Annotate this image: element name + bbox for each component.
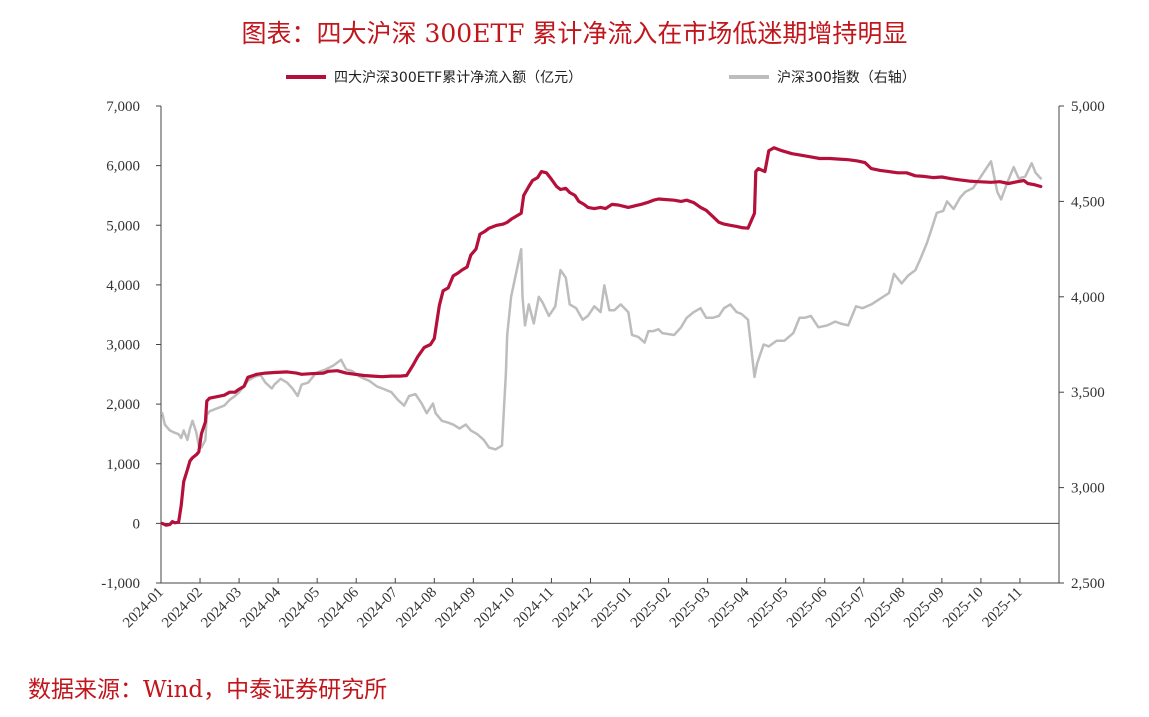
left-tick-label: 5,000 (106, 218, 140, 234)
series-layer (160, 146, 1043, 527)
x-tick-label: 2024-12 (550, 585, 597, 632)
legend-label-flow: 四大沪深300ETF累计净流入额（亿元） (334, 70, 582, 86)
x-tick-label: 2025-07 (823, 584, 870, 631)
left-tick-label: 0 (133, 516, 141, 532)
right-tick-label: 5,000 (1071, 99, 1105, 115)
left-tick-label: 7,000 (106, 99, 140, 115)
x-tick-label: 2024-02 (159, 585, 206, 632)
right-tick-label: 4,500 (1071, 194, 1105, 210)
x-tick-label: 2025-06 (784, 584, 831, 631)
x-tick-label: 2025-09 (901, 585, 948, 632)
right-tick-label: 3,500 (1071, 385, 1105, 401)
left-tick-label: 1,000 (106, 457, 140, 473)
left-tick-label: 6,000 (106, 159, 140, 175)
x-tick-label: 2024-06 (315, 584, 362, 631)
x-tick-label: 2025-04 (706, 584, 753, 631)
left-tick-label: -1,000 (101, 576, 140, 592)
x-tick-label: 2025-10 (940, 585, 987, 632)
x-tick-label: 2025-11 (980, 585, 1026, 631)
legend-label-index: 沪深300指数（右轴） (777, 70, 916, 86)
x-tick-label: 2024-03 (198, 585, 245, 632)
series-line-etf-net-inflow (160, 146, 1043, 527)
x-tick-label: 2025-08 (862, 585, 909, 632)
x-tick-label: 2025-03 (667, 585, 714, 632)
x-tick-label: 2024-05 (276, 585, 323, 632)
x-tick-label: 2024-10 (472, 585, 519, 632)
chart-source: 数据来源：Wind，中泰证券研究所 (28, 677, 388, 703)
left-tick-label: 3,000 (106, 338, 140, 354)
x-tick-label: 2024-11 (511, 585, 557, 631)
x-tick-label: 2024-07 (354, 584, 401, 631)
x-tick-label: 2024-04 (237, 584, 284, 631)
right-tick-label: 3,000 (1071, 481, 1105, 497)
right-tick-label: 2,500 (1071, 576, 1105, 592)
x-tick-label: 2025-05 (745, 585, 792, 632)
x-tick-label: 2025-02 (628, 585, 675, 632)
chart-title: 图表：四大沪深 300ETF 累计净流入在市场低迷期增持明显 (241, 19, 908, 48)
x-tick-label: 2024-09 (433, 585, 480, 632)
legend: 四大沪深300ETF累计净流入额（亿元） 沪深300指数（右轴） (286, 70, 916, 86)
series-line-csi300-index (161, 160, 1043, 451)
right-tick-label: 4,000 (1071, 290, 1105, 306)
left-tick-label: 2,000 (106, 397, 140, 413)
x-tick-label: 2025-01 (589, 585, 636, 632)
left-tick-label: 4,000 (106, 278, 140, 294)
x-tick-label: 2024-08 (393, 585, 440, 632)
